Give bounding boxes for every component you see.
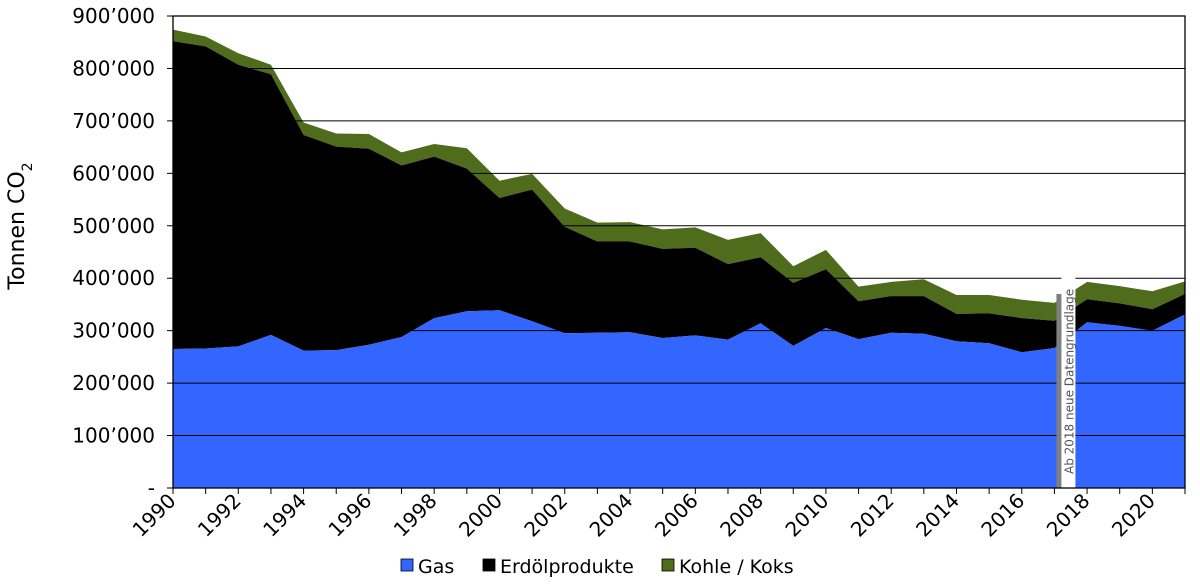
data-break-marker: Ab 2018 neue Datengrundlage xyxy=(1056,272,1076,488)
x-tick-label: 1994 xyxy=(258,489,311,542)
plot-border xyxy=(172,15,1186,489)
x-tick-label: 2000 xyxy=(454,489,507,542)
annotation-backdrop xyxy=(1061,272,1076,488)
x-tick-label: 2016 xyxy=(976,489,1029,542)
x-tick-label: 2014 xyxy=(911,489,964,542)
y-tick-label: 300’000 xyxy=(72,319,155,343)
x-tick-label: 2004 xyxy=(585,489,638,542)
x-tick-label: 1996 xyxy=(323,489,376,542)
y-tick-label: 100’000 xyxy=(72,424,155,448)
legend-swatch xyxy=(661,558,675,572)
gridlines xyxy=(173,67,1185,437)
area-series-2 xyxy=(173,29,1185,321)
y-tick-label: 600’000 xyxy=(72,161,155,185)
x-tick-label: 1998 xyxy=(389,489,442,542)
x-tick-label: 2018 xyxy=(1042,489,1095,542)
y-tick-label: 900’000 xyxy=(72,4,155,28)
area-layers xyxy=(173,29,1185,488)
x-tick-label: 2012 xyxy=(846,489,899,542)
y-tick-label: - xyxy=(148,476,155,500)
y-tick-label: 400’000 xyxy=(72,266,155,290)
x-tick-label: 2020 xyxy=(1107,489,1160,542)
y-tick-label: 700’000 xyxy=(72,109,155,133)
x-tick-label: 2010 xyxy=(780,489,833,542)
y-tick-label: 500’000 xyxy=(72,214,155,238)
x-axis-ticks: 1990 1992 1994 1996 1998 2000 2002 2004 2006 2008… xyxy=(128,488,1186,542)
x-tick-label: 2008 xyxy=(715,489,768,542)
annotation-text: Ab 2018 neue Datengrundlage xyxy=(1062,289,1076,474)
y-tick-label: 200’000 xyxy=(72,371,155,395)
legend-swatch xyxy=(482,558,496,572)
area-series-1 xyxy=(173,41,1185,353)
legend: Gas Erdölprodukte Kohle / Koks xyxy=(400,556,794,578)
x-tick-label: 1992 xyxy=(193,489,246,542)
plot-frame xyxy=(172,15,1186,489)
x-tick-label: 2002 xyxy=(519,489,572,542)
legend-label: Erdölprodukte xyxy=(500,556,634,578)
y-axis-ticks: - 100’000 200’000 300’000 400’000 500’000 600’… xyxy=(72,4,173,500)
legend-label: Gas xyxy=(418,556,454,578)
legend-label: Kohle / Koks xyxy=(679,556,794,578)
x-tick-label: 2006 xyxy=(650,489,703,542)
break-bar xyxy=(1056,293,1062,488)
area-series-0 xyxy=(173,310,1185,488)
y-axis-label: Tonnen CO2 xyxy=(5,162,36,290)
y-tick-label: 800’000 xyxy=(72,56,155,80)
legend-swatch xyxy=(400,558,414,572)
